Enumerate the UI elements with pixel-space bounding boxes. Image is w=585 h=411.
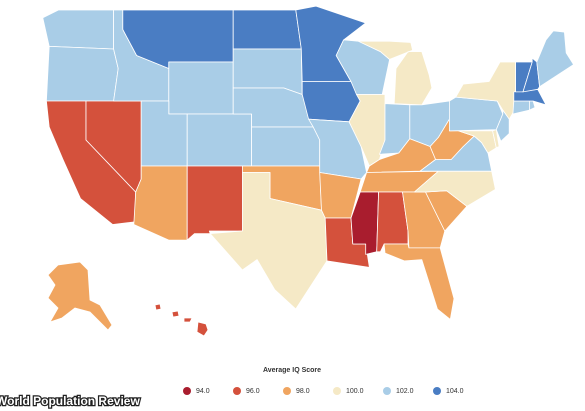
state bbox=[133, 165, 188, 241]
state bbox=[536, 30, 574, 88]
state bbox=[186, 165, 243, 241]
legend-label: 96.0 bbox=[246, 388, 260, 395]
state bbox=[495, 109, 510, 142]
state bbox=[383, 243, 455, 320]
legend-swatch bbox=[333, 387, 341, 395]
legend-title: Average IQ Score bbox=[263, 367, 321, 374]
state bbox=[42, 9, 114, 50]
legend-label: 100.0 bbox=[346, 388, 364, 395]
legend-swatch bbox=[183, 387, 191, 395]
state bbox=[47, 261, 113, 331]
legend-label: 104.0 bbox=[446, 388, 464, 395]
state bbox=[209, 172, 328, 310]
state bbox=[251, 126, 321, 167]
legend: 94.0 96.0 98.0 100.0 102.0 104.0 bbox=[183, 387, 464, 395]
state bbox=[186, 113, 252, 167]
state bbox=[512, 100, 530, 115]
state bbox=[357, 40, 433, 106]
legend-label: 98.0 bbox=[296, 388, 310, 395]
legend-swatch bbox=[233, 387, 241, 395]
state bbox=[46, 46, 119, 102]
legend-label: 94.0 bbox=[196, 388, 210, 395]
state bbox=[376, 191, 409, 253]
legend-label: 102.0 bbox=[396, 388, 414, 395]
states bbox=[42, 5, 574, 337]
state bbox=[449, 96, 504, 132]
state bbox=[168, 61, 234, 115]
state bbox=[232, 9, 302, 50]
source: World Population Review bbox=[0, 394, 140, 408]
legend-swatch bbox=[383, 387, 391, 395]
state bbox=[301, 81, 361, 123]
legend-swatch bbox=[283, 387, 291, 395]
legend-swatch bbox=[433, 387, 441, 395]
state bbox=[154, 303, 209, 337]
state bbox=[529, 100, 536, 111]
